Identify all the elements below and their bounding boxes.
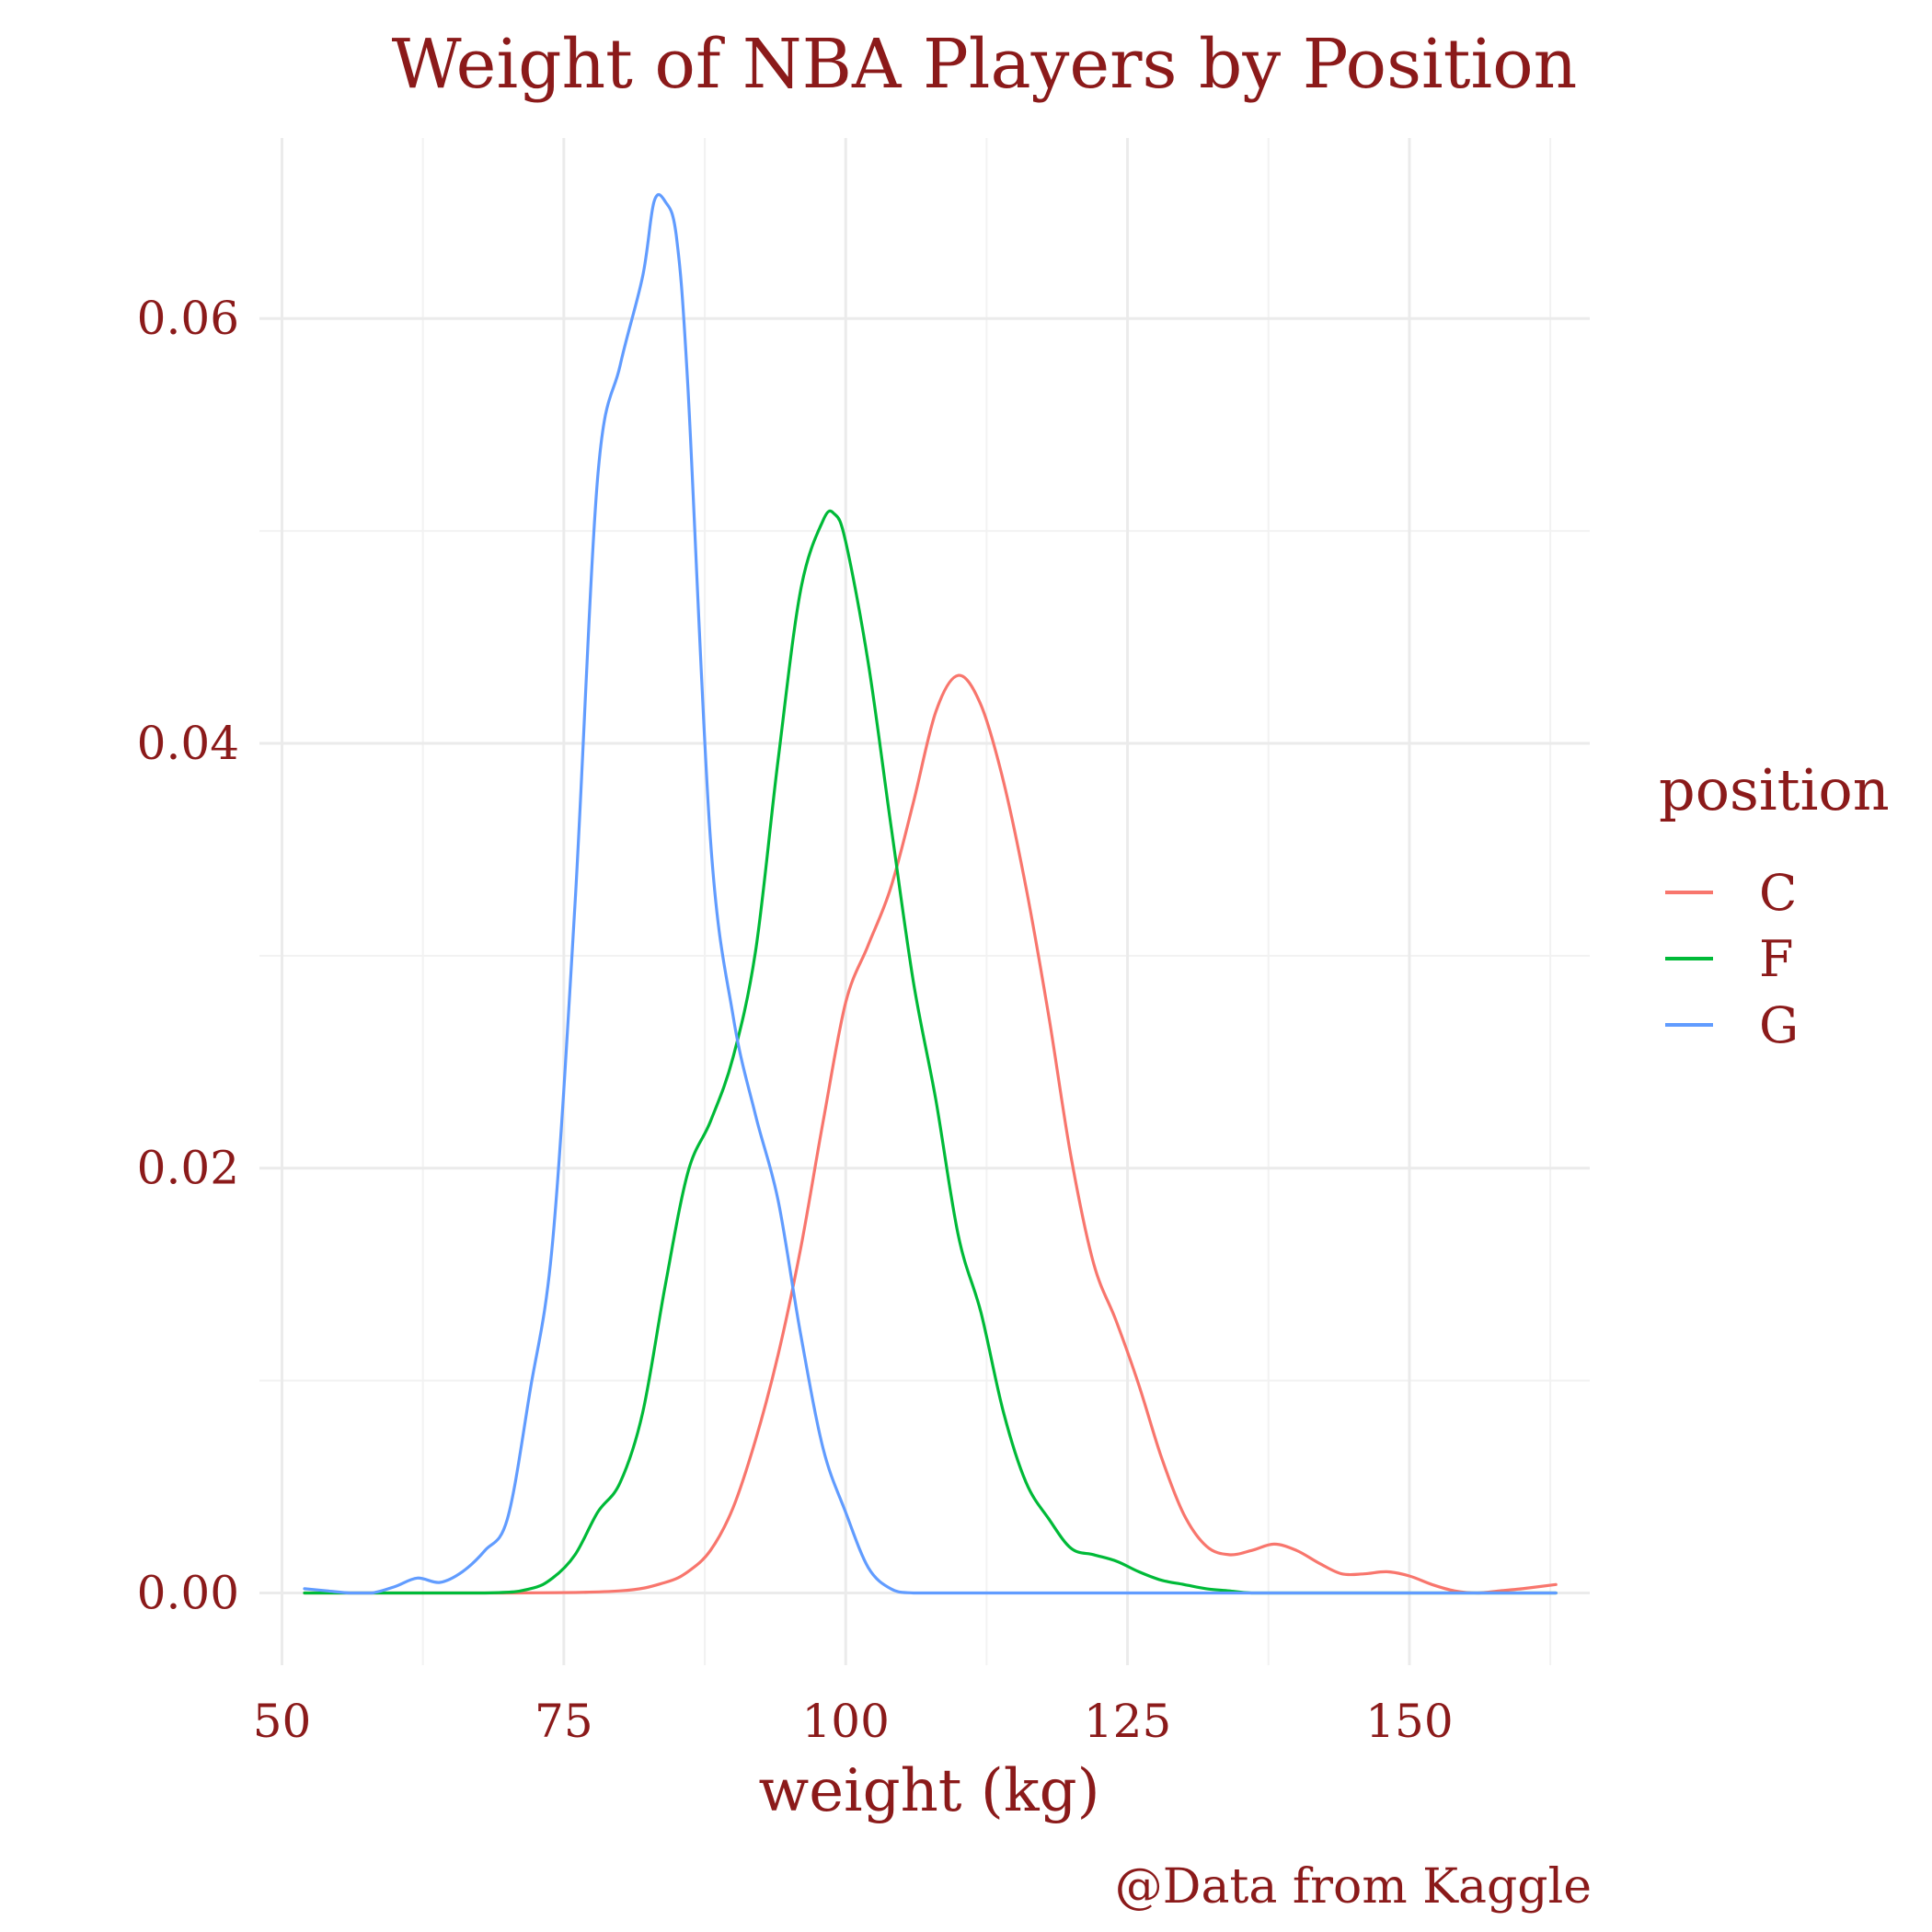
- density-line-G: [303, 193, 1558, 1595]
- gridlines: [259, 138, 1590, 1665]
- caption: @Data from Kaggle: [1115, 1859, 1592, 1915]
- density-series: [303, 193, 1558, 1595]
- x-tick-label-2: 100: [802, 1695, 890, 1748]
- legend-label-F: F: [1759, 930, 1793, 988]
- density-line-F: [303, 509, 1558, 1595]
- x-tick-label-4: 150: [1365, 1695, 1453, 1748]
- y-axis-ticks: 0.00 0.02 0.04 0.06: [137, 292, 239, 1619]
- density-line-C: [303, 673, 1558, 1595]
- legend: position CFG: [1659, 756, 1890, 1054]
- y-tick-label-1: 0.02: [137, 1142, 239, 1195]
- x-axis-title: weight (kg): [758, 1757, 1099, 1825]
- x-tick-label-1: 75: [535, 1695, 593, 1748]
- x-tick-label-0: 50: [253, 1695, 312, 1748]
- y-tick-label-3: 0.06: [137, 292, 239, 345]
- y-tick-label-2: 0.04: [137, 717, 239, 770]
- x-tick-label-3: 125: [1084, 1695, 1171, 1748]
- legend-items: CFG: [1665, 864, 1799, 1054]
- chart-title: Weight of NBA Players by Position: [392, 25, 1578, 104]
- legend-title: position: [1659, 756, 1890, 823]
- legend-label-C: C: [1759, 864, 1797, 922]
- legend-label-G: G: [1759, 996, 1799, 1054]
- x-axis-ticks: 50 75 100 125 150: [253, 1695, 1454, 1748]
- y-tick-label-0: 0.00: [137, 1567, 239, 1620]
